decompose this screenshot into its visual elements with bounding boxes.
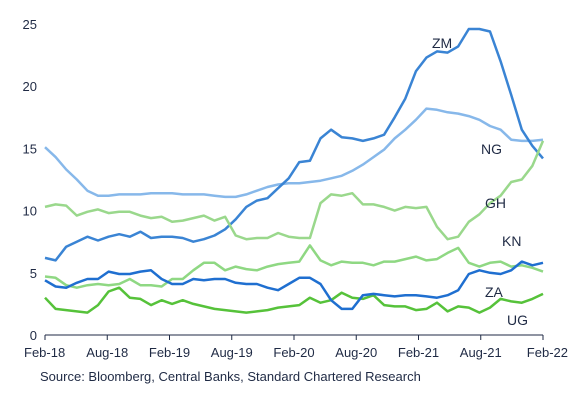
x-tick-label: Feb-20	[273, 345, 314, 360]
y-tick-label: 5	[30, 266, 37, 281]
x-tick-label: Feb-18	[24, 345, 65, 360]
y-tick-label: 20	[23, 79, 37, 94]
y-tick-label: 10	[23, 204, 37, 219]
series-label-gh: GH	[485, 195, 506, 211]
series-label-ng: NG	[481, 141, 502, 157]
x-tick-label: Feb-22	[527, 345, 568, 360]
x-tick-label: Aug-18	[86, 345, 128, 360]
series-label-za: ZA	[485, 284, 504, 300]
y-axis-labels: 0 5 10 15 20 25	[23, 17, 37, 343]
series-line-ug	[44, 286, 544, 314]
y-tick-label: 0	[30, 328, 37, 343]
x-tick-label: Aug-20	[335, 345, 377, 360]
x-axis-ticks	[44, 335, 544, 340]
series-line-za	[44, 260, 544, 311]
x-tick-label: Aug-19	[211, 345, 253, 360]
y-tick-label: 15	[23, 141, 37, 156]
series-line-kn	[44, 244, 544, 289]
y-tick-label: 25	[23, 17, 37, 32]
series-line-zm	[44, 27, 544, 262]
series-line-gh	[44, 140, 545, 241]
source-note: Source: Bloomberg, Central Banks, Standa…	[40, 369, 421, 384]
x-axis-labels: Feb-18 Aug-18 Feb-19 Aug-19 Feb-20 Aug-20 Feb-…	[24, 345, 568, 360]
series-line-ng	[44, 107, 544, 199]
series-lines	[44, 27, 545, 314]
x-tick-label: Feb-21	[398, 345, 439, 360]
series-label-ug: UG	[507, 312, 528, 328]
x-tick-label: Aug-21	[460, 345, 502, 360]
x-tick-label: Feb-19	[149, 345, 190, 360]
series-label-kn: KN	[502, 233, 521, 249]
series-label-zm: ZM	[432, 35, 452, 51]
